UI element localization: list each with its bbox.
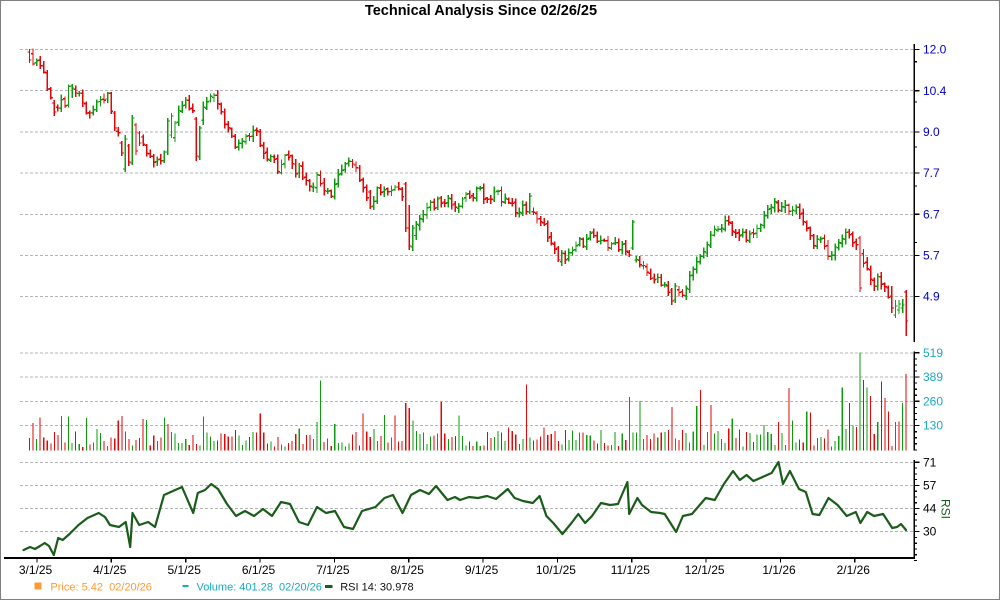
svg-text:130: 130 [923,419,943,433]
svg-text:Price: 5.42 02/20/26: Price: 5.42 02/20/26 [50,582,152,594]
svg-text:Volume: 401.28 02/20/26: Volume: 401.28 02/20/26 [197,582,322,594]
svg-text:Technical Analysis Since 02/26: Technical Analysis Since 02/26/25 [365,3,597,19]
svg-text:7.7: 7.7 [923,166,940,180]
svg-text:10/1/25: 10/1/25 [536,563,576,577]
svg-text:5.7: 5.7 [923,249,940,263]
svg-text:10.4: 10.4 [923,84,947,98]
svg-text:30: 30 [923,525,937,539]
svg-text:11/1/25: 11/1/25 [611,563,650,577]
svg-text:389: 389 [923,370,943,384]
svg-text:57: 57 [923,479,937,493]
svg-text:8/1/25: 8/1/25 [391,563,425,577]
svg-text:260: 260 [923,394,943,408]
svg-text:12/1/25: 12/1/25 [685,563,725,577]
svg-text:4/1/25: 4/1/25 [93,563,127,577]
svg-text:6.7: 6.7 [923,207,940,221]
svg-text:9.0: 9.0 [923,125,940,139]
svg-text:2/1/26: 2/1/26 [837,563,871,577]
svg-text:9/1/25: 9/1/25 [465,563,499,577]
svg-text:7/1/25: 7/1/25 [316,563,350,577]
svg-text:12.0: 12.0 [923,43,947,57]
svg-text:71: 71 [923,455,937,469]
svg-text:1/1/26: 1/1/26 [762,563,796,577]
svg-text:3/1/25: 3/1/25 [19,563,53,577]
svg-text:RSI: RSI [939,499,953,519]
svg-text:5/1/25: 5/1/25 [168,563,202,577]
svg-text:44: 44 [923,502,937,516]
svg-text:RSI 14: 30.978: RSI 14: 30.978 [340,582,413,594]
svg-text:6/1/25: 6/1/25 [242,563,276,577]
svg-text:4.9: 4.9 [923,290,940,304]
svg-text:519: 519 [923,346,943,360]
